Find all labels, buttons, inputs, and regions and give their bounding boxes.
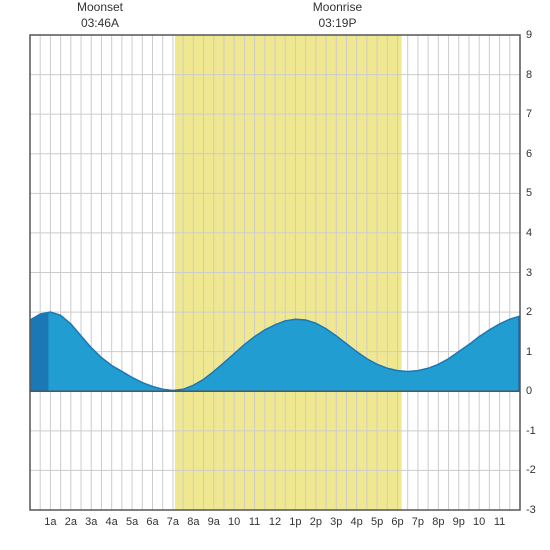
y-axis-labels: -3-2-10123456789	[526, 35, 546, 510]
chart-svg	[0, 0, 550, 550]
y-tick: 8	[526, 69, 532, 81]
moonrise-name: Moonrise	[313, 0, 362, 16]
x-tick: 8a	[187, 516, 199, 528]
x-tick: 3p	[330, 516, 342, 528]
moonset-name: Moonset	[77, 0, 123, 16]
x-tick: 7a	[167, 516, 179, 528]
y-tick: 2	[526, 306, 532, 318]
x-tick: 10	[473, 516, 485, 528]
x-tick: 4p	[351, 516, 363, 528]
y-tick: 6	[526, 148, 532, 160]
moon-labels: Moonset 03:46A Moonrise 03:19P	[0, 0, 550, 35]
x-tick: 5p	[371, 516, 383, 528]
y-tick: 5	[526, 187, 532, 199]
x-tick: 4a	[106, 516, 118, 528]
x-tick: 6p	[391, 516, 403, 528]
y-tick: -2	[526, 464, 536, 476]
y-tick: 4	[526, 227, 532, 239]
x-tick: 2p	[310, 516, 322, 528]
x-tick: 11	[249, 516, 260, 528]
y-tick: 9	[526, 29, 532, 41]
x-tick: 5a	[126, 516, 138, 528]
y-tick: -3	[526, 504, 536, 516]
x-tick: 1a	[44, 516, 56, 528]
x-tick: 9p	[453, 516, 465, 528]
y-tick: 3	[526, 267, 532, 279]
x-tick: 7p	[412, 516, 424, 528]
moonrise-label: Moonrise 03:19P	[313, 0, 362, 31]
x-tick: 11	[494, 516, 505, 528]
x-tick: 12	[269, 516, 281, 528]
x-tick: 6a	[146, 516, 158, 528]
x-tick: 10	[228, 516, 240, 528]
x-tick: 3a	[85, 516, 97, 528]
moonrise-time: 03:19P	[313, 16, 362, 32]
x-tick: 9a	[208, 516, 220, 528]
x-tick: 8p	[432, 516, 444, 528]
y-tick: 1	[526, 346, 532, 358]
x-tick: 2a	[65, 516, 77, 528]
y-tick: 7	[526, 108, 532, 120]
tide-chart: Moonset 03:46A Moonrise 03:19P 1a 2a 3a 4a 5…	[0, 0, 550, 550]
y-tick: 0	[526, 385, 532, 397]
x-axis-labels: 1a 2a 3a 4a 5a 6a 7a 8a 9a 10 11 12 1p 2p 3p 4p 5p 6p 7p 8p…	[0, 516, 550, 536]
y-tick: -1	[526, 425, 536, 437]
moonset-time: 03:46A	[77, 16, 123, 32]
x-tick: 1p	[289, 516, 301, 528]
moonset-label: Moonset 03:46A	[77, 0, 123, 31]
